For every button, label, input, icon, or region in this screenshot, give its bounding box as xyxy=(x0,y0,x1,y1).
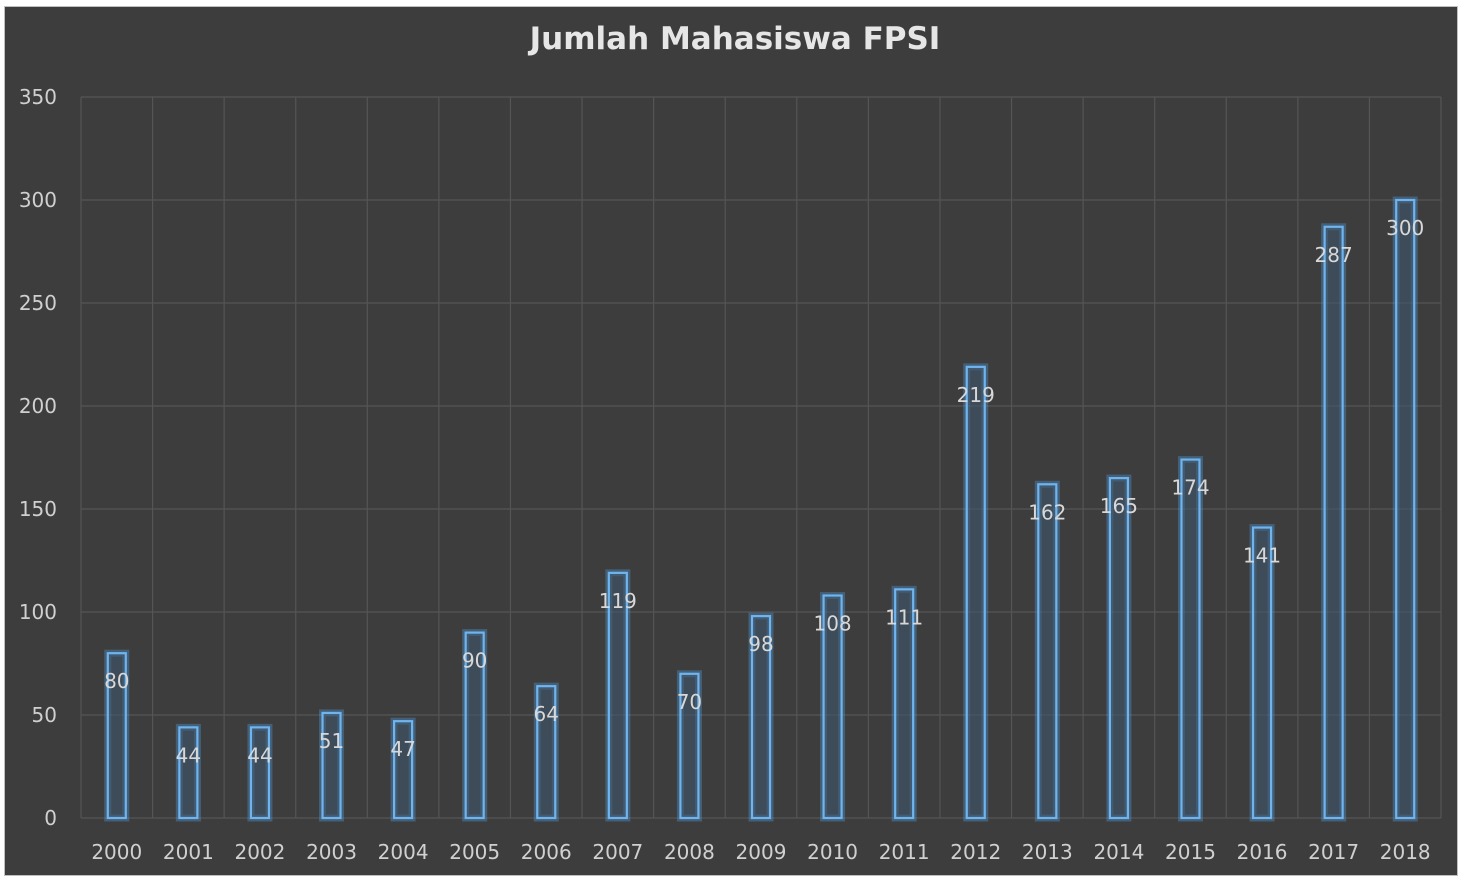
data-labels: 80 44 44 51 47 90 64 119 70 98 108 111 219 162 165 174 1… xyxy=(104,216,1424,767)
x-tick-label: 2008 xyxy=(664,840,715,864)
bar-2018 xyxy=(1395,198,1416,820)
x-tick-label: 2006 xyxy=(521,840,572,864)
data-label: 219 xyxy=(957,383,995,407)
y-tick-label: 50 xyxy=(32,703,57,727)
y-axis-ticks: 0 50 100 150 200 250 300 350 xyxy=(19,85,57,830)
x-tick-label: 2005 xyxy=(449,840,500,864)
data-label: 300 xyxy=(1386,216,1424,240)
x-axis-ticks: 2000 2001 2002 2003 2004 2005 2006 2007 2008 2009… xyxy=(91,840,1430,864)
bar-chart: Jumlah Mahasiswa FPSI 0 50 100 150 200 250 300… xyxy=(19,21,1442,864)
bar-2014 xyxy=(1108,477,1129,820)
data-label: 165 xyxy=(1100,494,1138,518)
data-label: 44 xyxy=(247,743,272,767)
gridlines xyxy=(80,96,1442,819)
bar-2007 xyxy=(607,571,628,820)
bar-2006 xyxy=(536,685,557,820)
x-tick-label: 2010 xyxy=(807,840,858,864)
x-tick-label: 2016 xyxy=(1237,840,1288,864)
x-tick-label: 2009 xyxy=(736,840,787,864)
bar-2016 xyxy=(1251,526,1273,820)
data-label: 44 xyxy=(176,743,201,767)
data-label: 98 xyxy=(748,632,773,656)
chart-area: Jumlah Mahasiswa FPSI 0 50 100 150 200 250 300… xyxy=(4,6,1458,876)
bar-2009 xyxy=(750,615,772,820)
x-tick-label: 2015 xyxy=(1165,840,1216,864)
y-tick-label: 350 xyxy=(19,85,57,109)
x-tick-label: 2007 xyxy=(592,840,643,864)
data-label: 141 xyxy=(1243,544,1281,568)
x-tick-label: 2001 xyxy=(163,840,214,864)
bar-2000 xyxy=(106,652,127,820)
data-label: 174 xyxy=(1171,476,1209,500)
x-tick-label: 2000 xyxy=(91,840,142,864)
bars xyxy=(104,196,1418,822)
bar-2004 xyxy=(393,720,414,820)
bar-2012 xyxy=(965,365,986,820)
data-label: 80 xyxy=(104,669,129,693)
x-tick-label: 2011 xyxy=(879,840,930,864)
x-tick-label: 2014 xyxy=(1093,840,1144,864)
bar-2010 xyxy=(822,594,843,820)
bar-2011 xyxy=(894,588,915,820)
y-tick-label: 150 xyxy=(19,497,57,521)
x-tick-label: 2004 xyxy=(378,840,429,864)
chart-title: Jumlah Mahasiswa FPSI xyxy=(528,21,941,57)
y-tick-label: 250 xyxy=(19,291,57,315)
data-label: 70 xyxy=(677,690,702,714)
bar-2001 xyxy=(178,726,199,820)
y-tick-label: 0 xyxy=(44,806,57,830)
data-label: 162 xyxy=(1028,500,1066,524)
x-tick-label: 2012 xyxy=(950,840,1001,864)
bar-2017 xyxy=(1323,225,1344,820)
data-label: 287 xyxy=(1315,243,1353,267)
y-tick-label: 100 xyxy=(19,600,57,624)
bar-2015 xyxy=(1180,458,1201,820)
data-label: 51 xyxy=(319,729,344,753)
x-tick-label: 2017 xyxy=(1308,840,1359,864)
bar-2008 xyxy=(679,672,700,820)
y-tick-label: 200 xyxy=(19,394,57,418)
bar-2013 xyxy=(1037,483,1058,820)
data-label: 108 xyxy=(813,612,851,636)
x-tick-label: 2013 xyxy=(1022,840,1073,864)
data-label: 111 xyxy=(885,605,923,629)
x-tick-label: 2003 xyxy=(306,840,357,864)
bar-2005 xyxy=(464,631,485,820)
y-tick-label: 300 xyxy=(19,188,57,212)
data-label: 119 xyxy=(599,589,637,613)
bar-2003 xyxy=(321,711,342,820)
data-label: 90 xyxy=(462,649,487,673)
data-label: 64 xyxy=(534,702,559,726)
data-label: 47 xyxy=(390,737,415,761)
bar-2002 xyxy=(249,726,271,820)
x-tick-label: 2018 xyxy=(1380,840,1431,864)
x-tick-label: 2002 xyxy=(234,840,285,864)
